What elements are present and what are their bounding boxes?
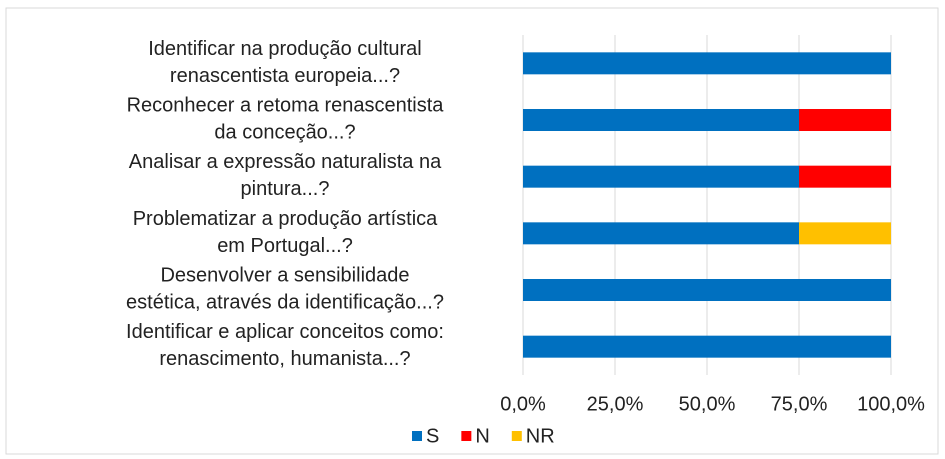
x-tick-label: 50,0% xyxy=(679,393,736,415)
bar xyxy=(799,109,891,131)
bar xyxy=(799,165,891,188)
legend-swatch xyxy=(511,431,522,441)
legend-label: NR xyxy=(526,425,555,447)
y-tick-label: Identificar na produção cultural renascen… xyxy=(148,38,422,87)
y-tick-label: Identificar e aplicar conceitos como: ren… xyxy=(126,321,444,370)
bar xyxy=(523,52,891,75)
bar xyxy=(523,279,891,301)
x-tick-label: 100,0% xyxy=(857,393,925,415)
bar xyxy=(523,335,891,358)
y-tick-label: Problematizar a produção artística em Por… xyxy=(133,208,438,257)
bar xyxy=(523,109,799,131)
y-tick-label: Analisar a expressão naturalista na pintu… xyxy=(129,151,442,200)
y-tick-label: Reconhecer a retoma renascentista da conc… xyxy=(127,95,445,144)
x-tick-label: 25,0% xyxy=(587,393,644,415)
y-tick-label: Desenvolver a sensibilidade estética, atr… xyxy=(126,265,444,314)
legend-label: N xyxy=(475,425,489,447)
x-tick-label: 0,0% xyxy=(500,393,546,415)
x-tick-label: 75,0% xyxy=(771,393,828,415)
legend-swatch xyxy=(412,431,422,441)
bar xyxy=(523,222,799,245)
legend-label: S xyxy=(426,425,439,447)
legend-swatch xyxy=(461,431,472,441)
bar xyxy=(523,165,799,188)
bar xyxy=(799,222,891,245)
